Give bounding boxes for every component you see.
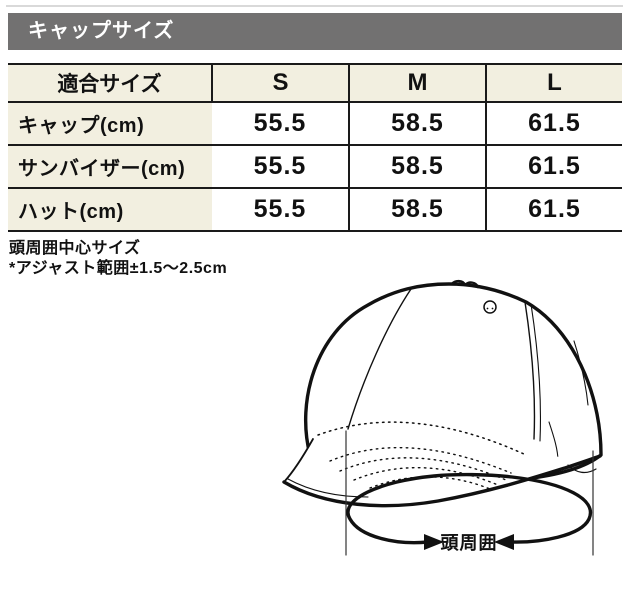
eyelet-icon	[483, 300, 497, 314]
brim-stitching	[329, 446, 512, 490]
row-label-cap: キャップ(cm)	[8, 101, 212, 146]
table-header-row: 適合サイズ S M L	[8, 63, 622, 103]
table-row-sunvisor: サンバイザー(cm) 55.5 58.5 61.5	[8, 144, 622, 189]
head-circumference-label: 頭周囲	[441, 533, 498, 553]
hat-size-m-value: 58.5	[348, 187, 486, 232]
header-fit-size: 適合サイズ	[8, 63, 212, 103]
sunvisor-size-m-value: 58.5	[348, 144, 486, 189]
measurement-guide-lines	[345, 430, 594, 556]
cap-size-l-value: 61.5	[485, 101, 622, 146]
cap-line-drawing: 頭周囲	[282, 279, 603, 556]
footnote-adjust-range: *アジャスト範囲±1.5～2.5cm	[9, 260, 228, 277]
arrowhead-right	[494, 534, 514, 550]
row-label-sunvisor: サンバイザー(cm)	[8, 144, 212, 189]
arrowhead-left	[424, 534, 444, 550]
header-size-s: S	[211, 63, 349, 103]
cap-size-m-value: 58.5	[348, 101, 486, 146]
table-row-cap: キャップ(cm) 55.5 58.5 61.5	[8, 101, 622, 146]
section-title: キャップサイズ	[28, 20, 175, 42]
header-size-l: L	[485, 63, 622, 103]
sunvisor-size-s-value: 55.5	[212, 144, 349, 189]
cap-size-s-value: 55.5	[212, 101, 349, 146]
table-row-hat: ハット(cm) 55.5 58.5 61.5	[8, 187, 622, 232]
hat-size-s-value: 55.5	[212, 187, 349, 232]
footnotes: 頭周囲中心サイズ *アジャスト範囲±1.5～2.5cm	[9, 239, 630, 279]
header-size-m: M	[348, 63, 486, 103]
hat-size-l-value: 61.5	[485, 187, 622, 232]
sunvisor-size-l-value: 61.5	[485, 144, 622, 189]
row-label-hat: ハット(cm)	[8, 187, 212, 232]
size-chart-page: キャップサイズ 適合サイズ S M L キャップ(cm) 55.5 58.5 6…	[0, 5, 630, 593]
section-title-bar: キャップサイズ	[8, 13, 622, 50]
cap-size-table: 適合サイズ S M L キャップ(cm) 55.5 58.5 61.5 サンバイ…	[8, 63, 622, 232]
footnote-head-circumference: 頭周囲中心サイズ	[9, 240, 141, 257]
cap-illustration-area: 頭周囲	[268, 279, 630, 577]
top-divider	[6, 5, 623, 7]
circumference-arrow-loop: 頭周囲	[346, 472, 593, 553]
